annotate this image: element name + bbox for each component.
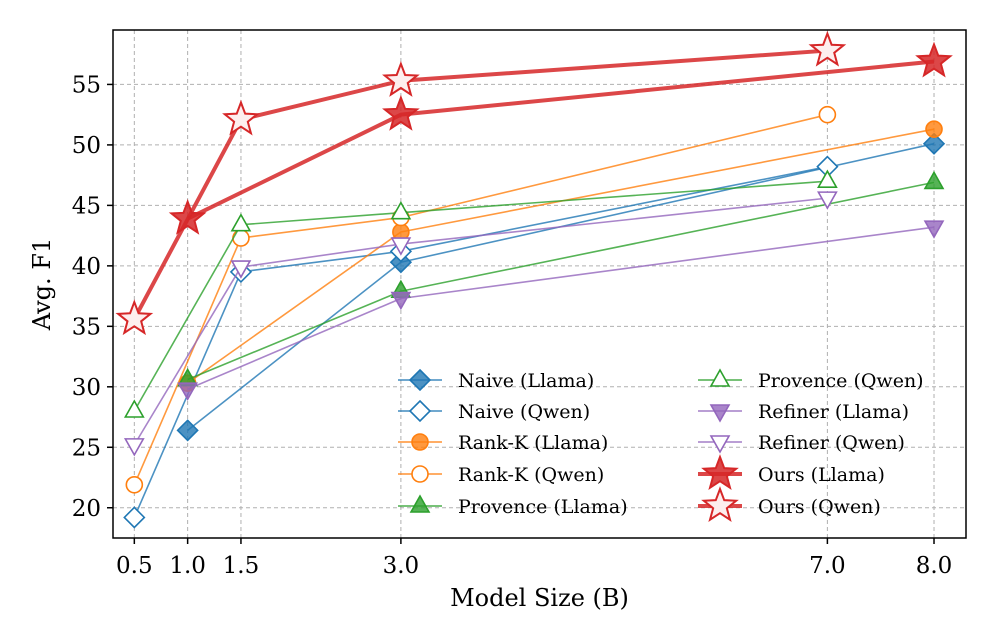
data-point-refiner-llama xyxy=(390,291,412,311)
legend: Naive (Llama) Naive (Qwen) Rank-K (Llama) R… xyxy=(398,368,924,523)
legend-item-refiner-llama: Refiner (Llama) xyxy=(698,401,909,423)
legend-marker xyxy=(701,454,739,491)
legend-marker xyxy=(411,433,429,451)
legend-label: Ours (Qwen) xyxy=(758,496,881,518)
data-point-provence-qwen xyxy=(123,399,145,418)
legend-marker xyxy=(709,435,731,454)
data-point-rank-k-llama xyxy=(925,120,943,138)
y-tick-label: 45 xyxy=(72,193,101,219)
y-tick-label: 50 xyxy=(72,133,101,159)
legend-item-naive-llama: Naive (Llama) xyxy=(398,368,594,392)
legend-item-refiner-qwen: Refiner (Qwen) xyxy=(698,432,905,454)
legend-item-naive-qwen: Naive (Qwen) xyxy=(398,399,590,423)
series-layer xyxy=(115,30,953,529)
legend-label: Refiner (Qwen) xyxy=(758,432,905,454)
series-refiner-qwen xyxy=(123,191,838,457)
data-point-refiner-qwen xyxy=(390,237,412,256)
data-point-provence-qwen xyxy=(390,201,412,220)
legend-marker xyxy=(408,399,432,423)
data-point-ours-qwen xyxy=(222,99,260,136)
legend-marker xyxy=(409,494,431,513)
axis-ticks: 0.5 1.0 1.5 3.0 7.0 8.0 20 25 30 35 40 45 50 55 xyxy=(72,72,953,579)
y-tick-label: 20 xyxy=(72,496,101,522)
legend-label: Rank-K (Qwen) xyxy=(458,464,604,486)
data-point-ours-qwen xyxy=(808,30,847,67)
legend-marker xyxy=(709,404,731,423)
series-provence-qwen xyxy=(123,169,838,418)
data-point-ours-llama xyxy=(382,94,420,131)
data-point-rank-k-qwen xyxy=(125,475,144,494)
series-line-ours-qwen xyxy=(132,48,828,321)
plot-frame xyxy=(112,29,967,539)
series-line-refiner-llama xyxy=(187,226,935,390)
legend-item-ours-qwen: Ours (Qwen) xyxy=(698,486,881,523)
data-point-naive-llama xyxy=(922,132,946,155)
legend-label: Ours (Llama) xyxy=(758,464,885,486)
legend-marker xyxy=(411,465,429,483)
y-tick-label: 40 xyxy=(72,254,101,280)
x-tick-label: 0.5 xyxy=(116,553,153,579)
x-tick-label: 8.0 xyxy=(916,553,953,579)
y-tick-label: 55 xyxy=(72,72,101,98)
data-point-rank-k-qwen xyxy=(818,105,837,124)
legend-item-rank-k-qwen: Rank-K (Qwen) xyxy=(398,464,604,486)
y-tick-label: 25 xyxy=(72,435,101,461)
legend-item-ours-llama: Ours (Llama) xyxy=(698,454,885,491)
series-line-provence-qwen xyxy=(133,180,828,412)
series-line-rank-k-qwen xyxy=(133,113,828,486)
data-point-ours-qwen xyxy=(382,60,420,97)
legend-marker xyxy=(408,368,432,392)
data-point-refiner-qwen xyxy=(817,191,838,210)
x-tick-label: 3.0 xyxy=(383,553,420,579)
data-point-naive-llama xyxy=(176,419,199,442)
legend-marker xyxy=(701,486,739,523)
legend-label: Provence (Qwen) xyxy=(758,370,924,392)
x-axis-label: Model Size (B) xyxy=(450,584,629,612)
x-tick-label: 7.0 xyxy=(809,553,846,579)
series-line-refiner-qwen xyxy=(133,197,828,446)
legend-label: Provence (Llama) xyxy=(458,496,628,518)
series-ours-llama xyxy=(168,41,953,235)
data-point-provence-qwen xyxy=(230,213,252,232)
legend-item-provence-llama: Provence (Llama) xyxy=(398,494,628,518)
y-tick-label: 35 xyxy=(72,314,101,340)
data-point-ours-qwen xyxy=(115,299,154,336)
series-ours-qwen xyxy=(115,30,847,336)
legend-label: Naive (Llama) xyxy=(458,370,594,392)
legend-label: Naive (Qwen) xyxy=(458,401,590,423)
data-point-refiner-qwen xyxy=(123,438,145,457)
data-point-naive-qwen xyxy=(123,506,146,529)
legend-label: Rank-K (Llama) xyxy=(458,432,608,454)
x-tick-label: 1.5 xyxy=(223,553,260,579)
data-point-refiner-llama xyxy=(177,382,199,401)
legend-item-provence-qwen: Provence (Qwen) xyxy=(698,368,924,392)
data-point-refiner-qwen xyxy=(230,260,252,279)
x-tick-label: 1.0 xyxy=(169,553,206,579)
data-point-refiner-llama xyxy=(923,220,945,239)
data-point-rank-k-qwen xyxy=(232,229,250,247)
legend-item-rank-k-llama: Rank-K (Llama) xyxy=(398,432,608,454)
data-point-ours-llama xyxy=(915,41,953,78)
legend-marker xyxy=(709,368,731,387)
data-point-provence-llama xyxy=(923,170,945,190)
y-axis-label: Avg. F1 xyxy=(28,238,56,331)
series-refiner-llama xyxy=(177,220,945,401)
legend-label: Refiner (Llama) xyxy=(758,401,909,423)
series-line-provence-llama xyxy=(187,181,935,381)
data-point-provence-qwen xyxy=(817,169,838,188)
y-tick-label: 30 xyxy=(72,375,101,401)
